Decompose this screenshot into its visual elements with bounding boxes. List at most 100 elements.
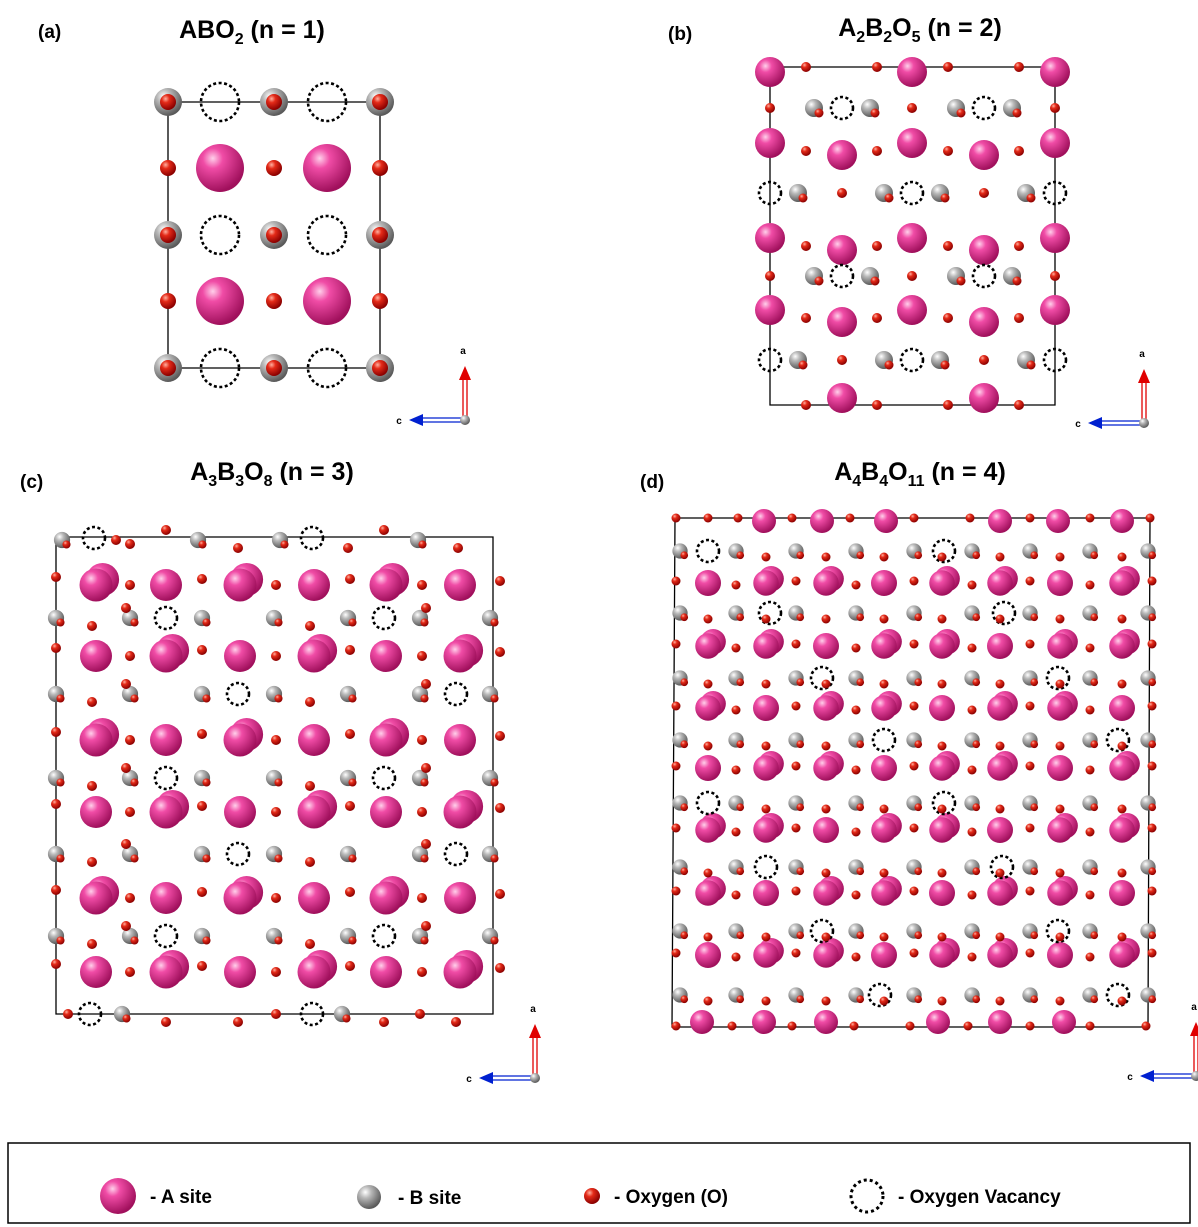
oxygen-atom xyxy=(121,921,131,931)
oxygen-atom xyxy=(160,94,176,110)
oxygen-atom xyxy=(490,694,499,703)
formula-subscript: 2 xyxy=(883,29,892,46)
oxygen-vacancy xyxy=(871,727,897,753)
a-site-atom xyxy=(1110,509,1134,533)
formula-subscript: 3 xyxy=(235,473,244,490)
a-site-atom xyxy=(1040,223,1070,253)
a-site-atom xyxy=(929,817,955,843)
oxygen-atom xyxy=(1090,867,1099,876)
panel-a-axes: ac xyxy=(396,346,471,427)
a-site-atom xyxy=(1047,880,1073,906)
oxygen-atom xyxy=(160,293,176,309)
oxygen-atom xyxy=(421,763,431,773)
oxygen-atom xyxy=(421,603,431,613)
oxygen-atom xyxy=(791,639,801,649)
oxygen-atom xyxy=(856,613,865,622)
oxygen-atom xyxy=(490,778,499,787)
oxygen-atom xyxy=(909,701,919,711)
oxygen-atom xyxy=(121,603,131,613)
oxygen-atom xyxy=(51,572,61,582)
a-site-atom xyxy=(1047,633,1073,659)
oxygen-vacancy xyxy=(989,854,1015,880)
a-site-atom xyxy=(827,235,857,265)
oxygen-atom xyxy=(1025,576,1035,586)
oxygen-atom xyxy=(972,931,981,940)
oxygen-atom xyxy=(914,803,923,812)
oxygen-atom xyxy=(1090,678,1099,687)
oxygen-atom xyxy=(1026,193,1036,203)
oxygen-atom xyxy=(1030,678,1039,687)
oxygen-atom xyxy=(51,799,61,809)
a-site-atom xyxy=(695,817,721,843)
c-axis-label: c xyxy=(396,416,402,427)
oxygen-atom xyxy=(160,160,176,176)
a-site-atom xyxy=(80,640,112,672)
oxygen-atom xyxy=(937,614,947,624)
oxygen-vacancy xyxy=(225,681,251,707)
oxygen-atom xyxy=(791,948,801,958)
formula-subscript: 8 xyxy=(264,473,273,490)
a-site-atom xyxy=(1046,509,1070,533)
oxygen-atom xyxy=(967,827,977,837)
legend-oxygen-label: - Oxygen (O) xyxy=(614,1187,728,1208)
oxygen-atom xyxy=(274,618,283,627)
oxygen-atom xyxy=(125,893,135,903)
oxygen-vacancy xyxy=(899,347,925,373)
oxygen-atom xyxy=(796,678,805,687)
oxygen-atom xyxy=(731,952,741,962)
oxygen-vacancy xyxy=(829,263,855,289)
a-site-atom xyxy=(695,755,721,781)
oxygen-atom xyxy=(197,961,207,971)
a-site-atom xyxy=(897,223,927,253)
oxygen-atom xyxy=(51,727,61,737)
a-site-atom xyxy=(987,633,1013,659)
oxygen-atom xyxy=(305,697,315,707)
oxygen-atom xyxy=(233,1017,243,1027)
oxygen-atom xyxy=(1117,932,1127,942)
oxygen-atom xyxy=(995,679,1005,689)
oxygen-atom xyxy=(1055,614,1065,624)
a-site-atom xyxy=(871,817,897,843)
oxygen-atom xyxy=(671,576,681,586)
oxygen-atom xyxy=(796,613,805,622)
oxygen-atom xyxy=(305,939,315,949)
oxygen-vacancy xyxy=(306,347,348,389)
oxygen-atom xyxy=(995,996,1005,1006)
a-site-atom xyxy=(871,942,897,968)
oxygen-atom xyxy=(1055,996,1065,1006)
oxygen-atom xyxy=(761,996,771,1006)
oxygen-vacancy xyxy=(153,923,179,949)
oxygen-vacancy xyxy=(1105,727,1131,753)
oxygen-atom xyxy=(1030,931,1039,940)
oxygen-vacancy xyxy=(757,347,783,373)
oxygen-atom xyxy=(51,885,61,895)
oxygen-atom xyxy=(420,618,429,627)
oxygen-atom xyxy=(872,313,882,323)
a-site-atom xyxy=(753,695,779,721)
oxygen-vacancy xyxy=(931,790,957,816)
oxygen-atom xyxy=(937,552,947,562)
oxygen-atom xyxy=(233,543,243,553)
oxygen-atom xyxy=(761,679,771,689)
oxygen-vacancy xyxy=(371,605,397,631)
oxygen-vacancy xyxy=(757,180,783,206)
oxygen-atom xyxy=(420,778,429,787)
oxygen-atom xyxy=(856,931,865,940)
oxygen-atom xyxy=(733,513,743,523)
a-site-atom xyxy=(827,383,857,413)
oxygen-vacancy xyxy=(753,854,779,880)
oxygen-atom xyxy=(1030,613,1039,622)
oxygen-atom xyxy=(937,868,947,878)
a-site-atom xyxy=(752,509,776,533)
oxygen-vacancy xyxy=(153,765,179,791)
oxygen-atom xyxy=(202,778,211,787)
oxygen-atom xyxy=(821,614,831,624)
oxygen-atom xyxy=(796,803,805,812)
oxygen-atom xyxy=(943,146,953,156)
oxygen-atom xyxy=(972,740,981,749)
oxygen-atom xyxy=(271,893,281,903)
a-site-atom xyxy=(987,880,1013,906)
oxygen-atom xyxy=(879,679,889,689)
axis-origin xyxy=(1191,1071,1198,1081)
